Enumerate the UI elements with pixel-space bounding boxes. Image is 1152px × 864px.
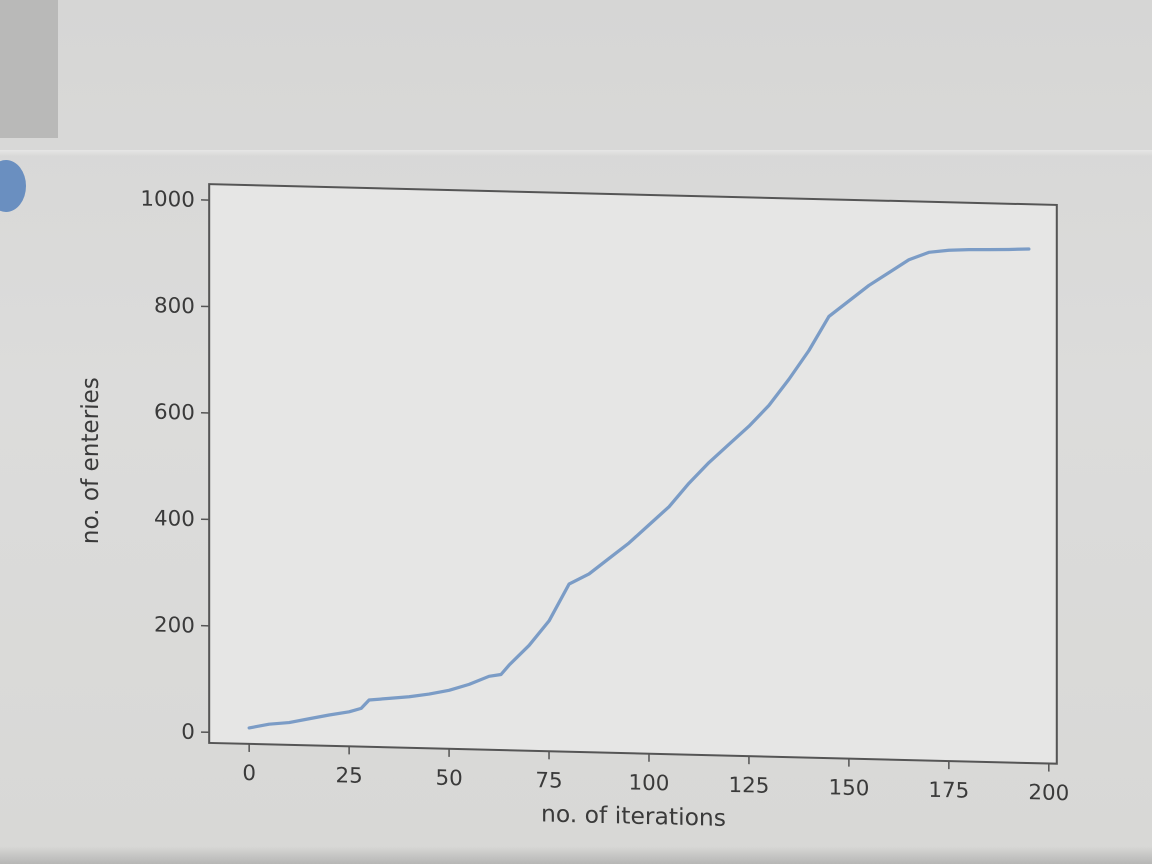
x-tick-label: 25: [335, 763, 362, 788]
x-tick-label: 175: [928, 778, 969, 804]
y-tick-label: 600: [154, 400, 195, 426]
x-tick-label: 200: [1028, 780, 1069, 806]
bottom-shadow: [0, 846, 1152, 864]
series-line: [247, 247, 1031, 730]
x-tick-label: 100: [629, 771, 670, 797]
y-tick-label: 1000: [140, 187, 194, 213]
x-tick-label: 150: [828, 775, 869, 801]
y-tick-label: 200: [154, 613, 195, 639]
x-tick-label: 50: [435, 766, 462, 791]
x-tick-label: 0: [242, 761, 256, 786]
x-tick-label: 75: [535, 768, 562, 793]
plot-frame: [208, 183, 1058, 765]
y-tick-label: 800: [154, 293, 195, 319]
chart-group: 0 25 50 75 100 125 150 175 200 0 200 400 600 800 1000…: [77, 183, 1069, 832]
monitor-bezel: [0, 0, 58, 138]
series-layer: [247, 247, 1031, 730]
y-axis-ticks: 0 200 400 600 800 1000: [140, 187, 210, 745]
screen-edge: [0, 150, 1152, 156]
x-tick-label: 125: [729, 773, 770, 799]
x-axis-label: no. of iterations: [541, 801, 726, 832]
y-tick-label: 0: [181, 720, 195, 745]
y-tick-label: 400: [154, 506, 195, 532]
x-axis-ticks: 0 25 50 75 100 125 150 175 200: [242, 743, 1069, 806]
y-axis-label: no. of enteries: [77, 377, 104, 545]
